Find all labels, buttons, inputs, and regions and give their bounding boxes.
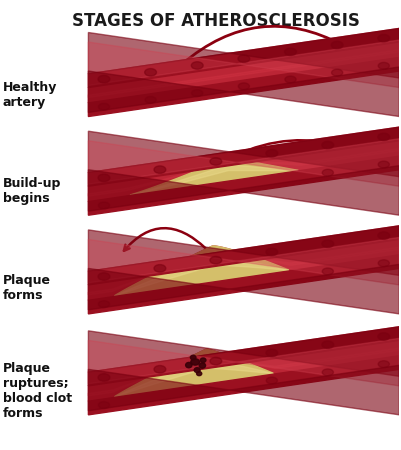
Ellipse shape [266,377,277,384]
Ellipse shape [378,63,389,69]
Polygon shape [131,158,298,195]
Polygon shape [88,127,399,177]
Ellipse shape [98,273,110,280]
Ellipse shape [98,301,109,307]
Polygon shape [88,28,399,88]
Text: STAGES OF ATHEROSCLEROSIS: STAGES OF ATHEROSCLEROSIS [72,12,360,30]
Ellipse shape [378,260,389,266]
Ellipse shape [199,363,206,368]
Ellipse shape [378,333,390,340]
Ellipse shape [190,355,196,360]
Polygon shape [115,246,288,297]
Text: Healthy
artery: Healthy artery [3,81,57,109]
Ellipse shape [200,358,206,362]
Polygon shape [88,255,399,314]
Polygon shape [88,139,399,186]
Polygon shape [131,165,298,195]
Ellipse shape [322,240,334,248]
Polygon shape [88,327,399,376]
Ellipse shape [378,232,390,239]
Ellipse shape [322,341,334,348]
Polygon shape [88,67,399,117]
Ellipse shape [210,357,222,365]
Ellipse shape [322,141,334,149]
Ellipse shape [285,48,296,56]
Polygon shape [88,226,399,285]
Polygon shape [88,247,399,295]
Ellipse shape [285,76,296,83]
Ellipse shape [331,41,343,49]
Polygon shape [88,340,399,401]
Polygon shape [88,58,399,117]
Text: Plaque
forms: Plaque forms [3,274,51,302]
Ellipse shape [378,361,389,368]
Ellipse shape [238,83,249,90]
Ellipse shape [266,349,278,357]
Polygon shape [88,264,399,314]
Ellipse shape [266,248,278,256]
Ellipse shape [98,374,110,381]
Polygon shape [115,256,288,296]
Ellipse shape [322,268,333,275]
Polygon shape [88,28,399,78]
Polygon shape [115,349,273,397]
Polygon shape [115,360,273,397]
Ellipse shape [191,359,200,365]
Ellipse shape [322,369,333,376]
Polygon shape [88,127,399,186]
Polygon shape [88,156,399,215]
Ellipse shape [210,256,222,264]
Ellipse shape [192,90,203,96]
Polygon shape [88,141,399,202]
Ellipse shape [154,365,166,373]
Polygon shape [88,365,399,415]
Text: Plaque
ruptures;
blood clot
forms: Plaque ruptures; blood clot forms [3,362,72,420]
Polygon shape [88,42,399,103]
Ellipse shape [378,35,390,42]
Ellipse shape [322,169,333,176]
Polygon shape [88,50,399,98]
Ellipse shape [98,202,109,209]
Ellipse shape [98,402,109,409]
Polygon shape [88,238,399,285]
Polygon shape [88,239,399,300]
Ellipse shape [378,133,390,141]
Ellipse shape [194,368,200,373]
Ellipse shape [238,55,250,63]
Polygon shape [88,148,399,196]
Polygon shape [88,356,399,415]
Ellipse shape [332,69,343,76]
Ellipse shape [191,62,203,69]
Ellipse shape [378,161,389,168]
Polygon shape [88,348,399,396]
Ellipse shape [145,96,156,104]
Ellipse shape [266,149,278,157]
Polygon shape [88,327,399,386]
Polygon shape [88,40,399,88]
Polygon shape [88,166,399,215]
Ellipse shape [145,68,156,76]
Text: Build-up
begins: Build-up begins [3,177,61,205]
Polygon shape [88,338,399,386]
Ellipse shape [98,174,110,182]
Ellipse shape [98,76,110,83]
Ellipse shape [186,362,192,368]
Polygon shape [88,226,399,275]
Ellipse shape [196,372,202,376]
Ellipse shape [154,265,166,272]
Ellipse shape [210,158,222,165]
Ellipse shape [154,166,166,173]
Ellipse shape [98,104,109,110]
